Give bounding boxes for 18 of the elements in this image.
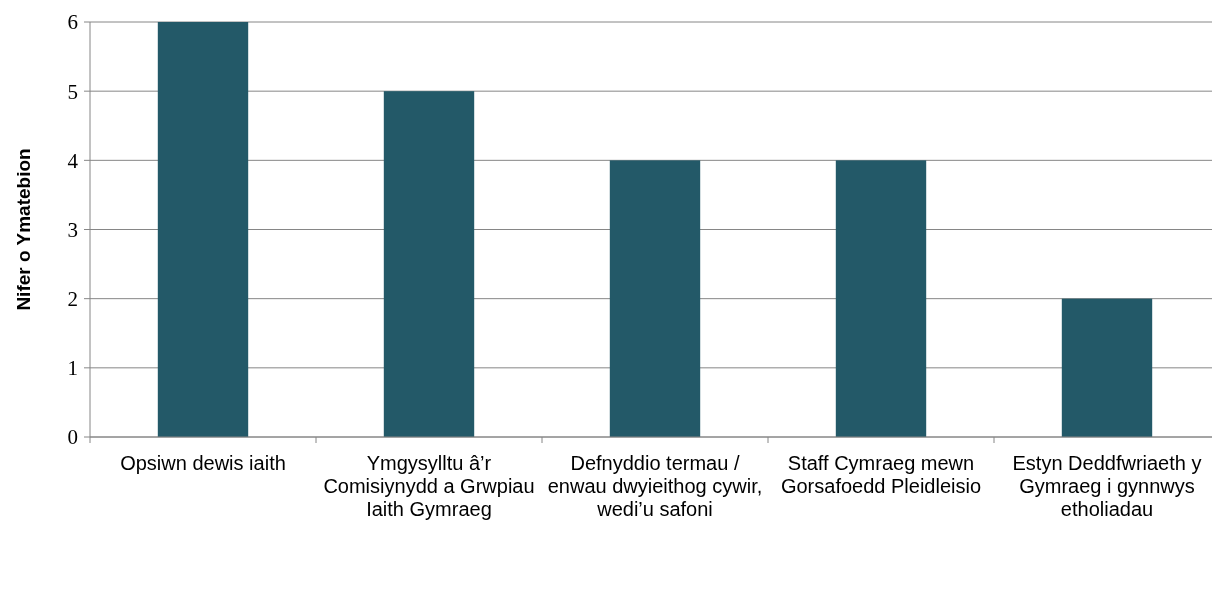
x-tick-label: Defnyddio termau / enwau dwyieithog cywir, wedi’u safoni (547, 452, 763, 520)
y-axis-title: Nifer o Ymatebion (13, 148, 34, 311)
bar (157, 22, 249, 437)
x-tick-label: Ymgysylltu â’r Comisiynydd a Grwpiau Iaith Gymraeg (323, 452, 535, 520)
x-tick-label: Estyn Deddfwriaeth y Gymraeg i gynnwys etholiadau (1012, 452, 1202, 520)
bar (609, 160, 701, 437)
y-tick-label: 3 (67, 217, 78, 242)
y-tick-label: 6 (67, 10, 78, 35)
y-tick-label: 2 (67, 287, 78, 312)
bar (1061, 298, 1153, 437)
y-tick-label: 5 (67, 79, 78, 104)
y-tick-label: 0 (67, 425, 78, 450)
x-tick-label: Staff Cymraeg mewn Gorsafoedd Pleidleisio (780, 452, 982, 497)
y-tick-label: 4 (67, 148, 79, 173)
x-tick-label: Opsiwn dewis iaith (120, 452, 286, 474)
bar (383, 91, 475, 437)
bar (835, 160, 927, 437)
y-tick-label: 1 (67, 356, 78, 381)
